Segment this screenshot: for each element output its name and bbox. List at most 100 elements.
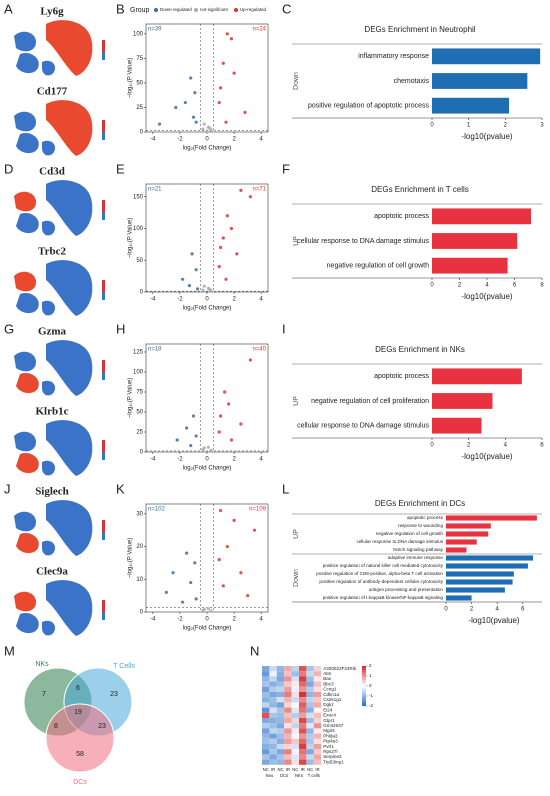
point [221,61,225,65]
heat-cell [269,738,277,744]
heat-cell [276,733,285,739]
colorbar-step [362,670,366,673]
x-tick-label: 4 [504,443,508,449]
heat-cell [284,733,292,739]
heat-cell [284,738,292,744]
legend-marker [194,8,198,12]
y-axis-label: −log₁₀(P Value) [128,378,134,418]
heat-cell [269,671,277,677]
column-label: NC [277,767,283,772]
bar [432,393,493,409]
heat-cell [306,728,314,734]
heat-cell [284,728,292,734]
heat-cell [269,728,277,734]
bar [432,208,531,225]
heat-cell [313,676,322,682]
umap-plot [14,20,105,76]
point [189,444,193,448]
heat-cell [284,749,292,755]
colorbar-step [362,700,366,703]
heat-cell [262,738,270,744]
x-tick-label: 2 [232,137,236,143]
bar [446,579,513,585]
umap-cluster [46,260,93,316]
point [181,277,185,281]
y-tick-label: 100 [133,31,144,37]
heat-cell [299,666,307,672]
count-label: n=24 [252,27,266,33]
x-tick-label: 0 [430,443,434,449]
heat-cell [276,676,285,682]
point [252,528,257,532]
heat-cell [306,692,314,698]
point [189,580,193,585]
group-label: UP [293,529,300,539]
row-label: Pvrl1 [323,744,334,749]
heat-cell [299,712,307,718]
colorbar-step [362,682,366,685]
panel-letter: G [4,321,14,336]
category-label: positive regulation of CD8-positive, alp… [316,571,443,576]
colorbar-label: 2 [369,663,372,668]
bar [432,257,508,274]
umap-cluster [42,620,56,636]
row-label: Dgkz [323,702,334,707]
point [218,86,223,90]
heat-cell [262,744,270,750]
heat-cell [313,681,322,687]
point [206,607,210,611]
panel-letter: J [4,481,11,496]
umap-cluster [16,372,39,394]
colorbar-label: 1 [369,673,372,678]
x-tick-label: 0 [430,283,434,289]
category-label: chemotaxis [394,78,430,85]
heat-cell [269,692,277,698]
x-tick-label: 0 [205,297,209,303]
point [243,110,247,114]
point [246,594,250,598]
gene-name: Cd3d [39,166,65,178]
heat-cell [269,707,277,713]
heat-cell [262,712,270,718]
heat-cell [276,692,285,698]
heat-cell [306,681,314,687]
heat-cell [306,676,314,682]
x-axis-label: log₂(Fold Change) [183,146,232,152]
bar [432,97,509,114]
umap-cluster [16,532,39,554]
point [157,122,162,126]
point [224,120,228,124]
heat-cell [284,681,292,687]
heat-cell [299,759,307,765]
umap-cluster [42,140,56,156]
umap-cluster [42,460,56,476]
heat-cell [284,723,292,729]
heat-cell [299,718,307,724]
point [175,438,179,442]
point [194,597,198,601]
x-tick-label: 3 [540,123,544,129]
heat-cell [291,686,299,692]
y-axis-label: −log₁₀(P Value) [128,58,134,98]
umap-cluster [16,132,39,154]
group-label: NKs [295,773,303,778]
point [232,71,236,75]
x-tick-label: -2 [177,137,183,143]
category-label: negative regulation of cell proliferatio… [311,398,429,405]
venn-set [45,703,115,773]
x-tick-label: -2 [177,617,183,623]
umap-cluster [46,500,93,556]
heat-cell [276,754,285,760]
colorbar-step [362,674,366,677]
heat-cell [313,666,322,672]
x-tick-label: -4 [150,617,156,623]
bar [432,368,522,385]
y-tick-label: 10 [136,577,143,583]
y-tick-label: 50 [136,258,143,264]
heat-cell [269,733,277,739]
chart-title: DEGs Enrichment in NKs [375,345,465,354]
category-label: antigen processing and presentation [369,587,444,592]
set-label: NKs [35,661,49,668]
heat-cell [284,671,292,677]
colorbar-step [362,666,366,669]
